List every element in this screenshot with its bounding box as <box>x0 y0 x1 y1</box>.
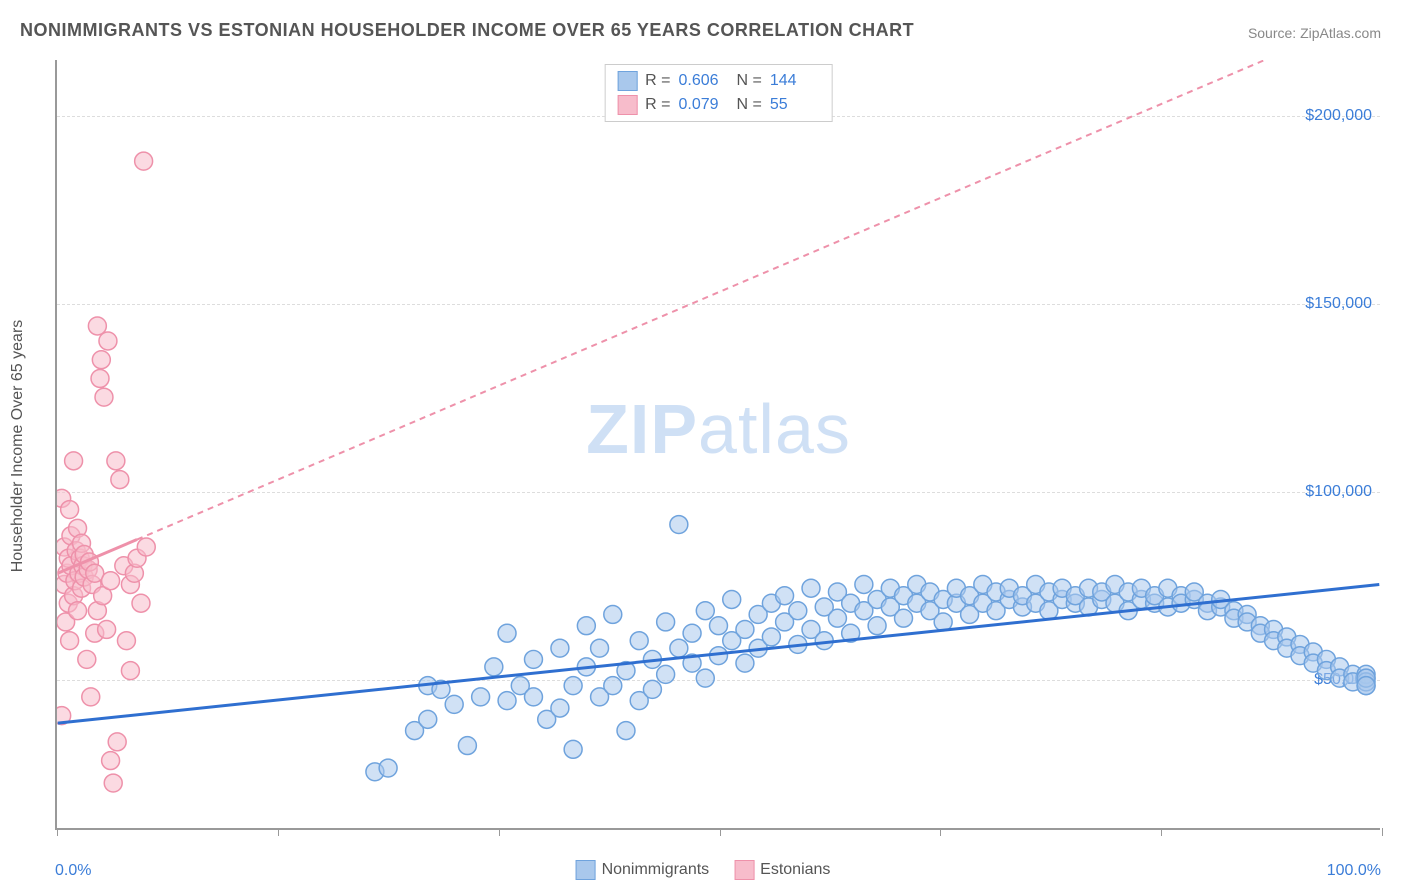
trendline-estonians-dashed <box>137 60 1379 540</box>
x-tick <box>1382 828 1383 836</box>
x-tick <box>278 828 279 836</box>
x-tick <box>499 828 500 836</box>
swatch-nonimmigrants <box>617 71 637 91</box>
legend-item-estonians: Estonians <box>734 860 830 880</box>
trendline-nonimmigrants <box>58 584 1380 723</box>
x-axis-min-label: 0.0% <box>55 862 91 880</box>
source-label: Source: ZipAtlas.com <box>1248 25 1381 41</box>
swatch-estonians-bottom <box>734 860 754 880</box>
n-value-estonians: 55 <box>770 96 820 114</box>
legend-row-nonimmigrants: R = 0.606 N = 144 <box>617 69 820 93</box>
chart-title: NONIMMIGRANTS VS ESTONIAN HOUSEHOLDER IN… <box>20 20 914 41</box>
chart-container: NONIMMIGRANTS VS ESTONIAN HOUSEHOLDER IN… <box>0 0 1406 892</box>
n-value-nonimmigrants: 144 <box>770 72 820 90</box>
estonians-points <box>57 152 155 792</box>
r-value-estonians: 0.079 <box>679 96 729 114</box>
r-value-nonimmigrants: 0.606 <box>679 72 729 90</box>
swatch-nonimmigrants-bottom <box>576 860 596 880</box>
x-tick <box>940 828 941 836</box>
legend-row-estonians: R = 0.079 N = 55 <box>617 93 820 117</box>
y-axis-label: Householder Income Over 65 years <box>9 320 27 573</box>
legend-item-nonimmigrants: Nonimmigrants <box>576 860 710 880</box>
nonimmigrants-points <box>366 516 1375 781</box>
x-tick <box>1161 828 1162 836</box>
chart-plot-area: ZIPatlas R = 0.606 N = 144 R = 0.079 N =… <box>55 60 1380 830</box>
series-legend: Nonimmigrants Estonians <box>576 860 831 880</box>
x-tick <box>57 828 58 836</box>
x-tick <box>720 828 721 836</box>
correlation-legend: R = 0.606 N = 144 R = 0.079 N = 55 <box>604 64 833 122</box>
x-axis-max-label: 100.0% <box>1327 862 1381 880</box>
scatter-plot-svg <box>57 60 1380 828</box>
swatch-estonians <box>617 95 637 115</box>
